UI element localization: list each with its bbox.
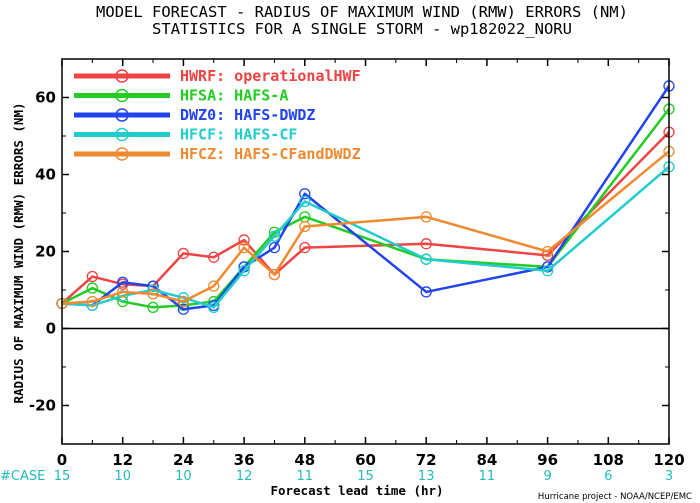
data-point-marker: [420, 286, 432, 298]
data-point-marker: [268, 241, 281, 254]
case-count: 15: [54, 469, 71, 484]
data-point-marker: [420, 211, 432, 223]
x-tick-label: 24: [173, 451, 194, 469]
data-point-marker: [299, 241, 311, 254]
chart-title: MODEL FORECAST - RADIUS OF MAXIMUM WIND …: [96, 3, 628, 21]
legend-label: HFCZ: HAFS-CFandDWDZ: [180, 145, 361, 163]
data-point-marker: [208, 301, 220, 313]
legend-label: HFSA: HAFS-A: [180, 87, 288, 105]
data-point-marker: [268, 268, 281, 281]
data-point-marker: [238, 265, 250, 277]
data-point-marker: [208, 251, 220, 263]
case-count: 10: [114, 469, 131, 484]
data-point-marker: [238, 234, 250, 246]
y-tick-label: 0: [46, 320, 56, 338]
data-point-marker: [208, 280, 220, 292]
data-point-marker: [117, 286, 129, 298]
data-point-marker: [420, 253, 432, 265]
data-point-marker: [147, 288, 159, 300]
credit-text: Hurricane project - NOAA/NCEP/EMC: [538, 492, 692, 502]
data-point-marker: [299, 220, 311, 233]
series-line: [61, 85, 671, 311]
y-tick-label: 40: [35, 166, 56, 184]
legend-label: DWZ0: HAFS-DWDZ: [180, 106, 315, 124]
legend-swatch-marker: [115, 69, 129, 83]
case-count: 3: [665, 469, 673, 484]
data-point-marker: [238, 241, 250, 254]
case-count: 9: [543, 469, 551, 484]
case-count: 11: [297, 469, 314, 484]
data-point-marker: [177, 295, 190, 308]
x-tick-label: 12: [112, 451, 133, 469]
case-count: 6: [604, 469, 612, 484]
x-tick-label: 36: [234, 451, 255, 469]
x-tick-label: 0: [57, 451, 67, 469]
x-tick-label: 84: [476, 451, 497, 469]
case-count: 10: [175, 469, 192, 484]
x-tick-label: 108: [593, 451, 624, 469]
data-point-marker: [299, 195, 311, 208]
case-label: #CASE: [0, 469, 45, 484]
data-point-marker: [541, 245, 554, 258]
x-tick-label: 96: [537, 451, 558, 469]
data-point-marker: [299, 188, 311, 200]
legend-label: HWRF: operationalHWF: [180, 67, 361, 85]
series-line: [61, 131, 670, 305]
data-point-marker: [86, 270, 98, 283]
x-axis-label: Forecast lead time (hr): [270, 483, 443, 498]
data-point-marker: [420, 238, 432, 250]
legend-swatch-marker: [115, 127, 129, 142]
legend-swatch-marker: [115, 147, 129, 161]
x-tick-label: 48: [294, 451, 315, 469]
data-point-marker: [86, 282, 98, 294]
data-point-marker: [147, 301, 159, 313]
data-point-marker: [86, 295, 98, 308]
x-tick-label: 120: [653, 451, 684, 469]
series-line: [61, 108, 670, 309]
chart-subtitle: STATISTICS FOR A SINGLE STORM - wp182022…: [152, 20, 572, 38]
case-count: 13: [418, 469, 435, 484]
x-tick-label: 72: [416, 451, 437, 469]
case-count: 11: [479, 469, 496, 484]
case-count: 15: [357, 469, 374, 484]
legend-swatch-marker: [115, 88, 129, 103]
y-tick-label: 20: [35, 243, 56, 261]
data-point-marker: [177, 247, 190, 260]
y-tick-label: 60: [35, 89, 56, 107]
y-tick-label: -20: [29, 397, 56, 415]
data-point-marker: [268, 230, 281, 242]
legend-swatch-marker: [115, 108, 129, 122]
data-point-marker: [541, 265, 554, 277]
data-point-marker: [177, 303, 190, 315]
y-axis-label: RADIUS OF MAXIMUM WIND (RMW) ERRORS (NM): [11, 102, 26, 403]
x-tick-label: 60: [355, 451, 376, 469]
case-count: 12: [236, 469, 253, 484]
legend-label: HFCF: HAFS-CF: [180, 126, 297, 144]
